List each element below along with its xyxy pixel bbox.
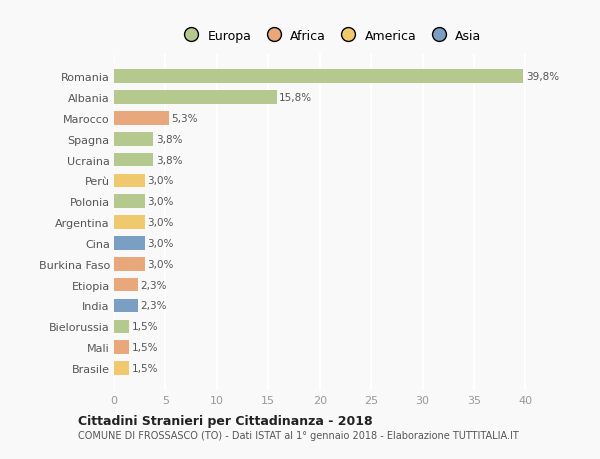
Text: 39,8%: 39,8% (526, 72, 559, 82)
Text: 2,3%: 2,3% (140, 280, 167, 290)
Text: 3,0%: 3,0% (148, 176, 174, 186)
Bar (114, 195, 145, 208)
Text: 15,8%: 15,8% (279, 93, 312, 103)
Bar (114, 361, 130, 375)
Text: 3,0%: 3,0% (148, 197, 174, 207)
Bar (114, 91, 277, 105)
Text: 5,3%: 5,3% (171, 114, 197, 123)
Bar (114, 320, 130, 333)
Bar (114, 216, 145, 230)
Text: 3,8%: 3,8% (155, 134, 182, 145)
Text: 3,0%: 3,0% (148, 218, 174, 228)
Text: 2,3%: 2,3% (140, 301, 167, 311)
Bar (114, 174, 145, 188)
Text: 1,5%: 1,5% (132, 342, 158, 353)
Bar (114, 237, 145, 250)
Bar (114, 112, 169, 125)
Bar (114, 70, 523, 84)
Bar (114, 153, 153, 167)
Text: 3,8%: 3,8% (155, 155, 182, 165)
Bar (114, 278, 137, 292)
Bar (114, 299, 137, 313)
Bar (114, 133, 153, 146)
Text: 3,0%: 3,0% (148, 259, 174, 269)
Text: COMUNE DI FROSSASCO (TO) - Dati ISTAT al 1° gennaio 2018 - Elaborazione TUTTITAL: COMUNE DI FROSSASCO (TO) - Dati ISTAT al… (78, 431, 519, 440)
Text: Cittadini Stranieri per Cittadinanza - 2018: Cittadini Stranieri per Cittadinanza - 2… (78, 414, 373, 428)
Text: 1,5%: 1,5% (132, 363, 158, 373)
Bar (114, 341, 130, 354)
Text: 3,0%: 3,0% (148, 238, 174, 248)
Legend: Europa, Africa, America, Asia: Europa, Africa, America, Asia (173, 24, 487, 47)
Bar (114, 257, 145, 271)
Text: 1,5%: 1,5% (132, 322, 158, 331)
